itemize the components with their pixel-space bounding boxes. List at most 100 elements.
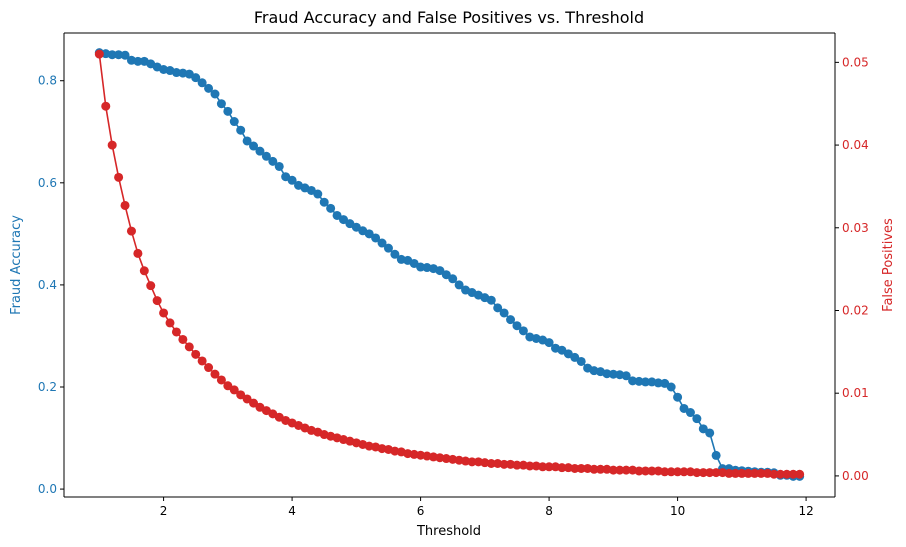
- series-left-point-94: [698, 424, 708, 434]
- x-tick-label-5: 12: [798, 504, 813, 518]
- series-left-point-46: [390, 249, 400, 259]
- series-right-point-88: [660, 467, 670, 477]
- series-right-point-4: [120, 200, 130, 210]
- y-right-tick-label-0: 0.00: [842, 469, 869, 483]
- series-left-point-91: [679, 403, 689, 413]
- series-right-point-81: [615, 465, 625, 475]
- series-right-point-82: [621, 465, 631, 475]
- series-left-point-50: [416, 262, 426, 272]
- series-right-point-80: [608, 465, 618, 475]
- series-right-point-18: [210, 369, 220, 379]
- series-left-point-83: [628, 376, 638, 386]
- series-left-point-12: [171, 68, 181, 78]
- series-right-point-94: [698, 468, 708, 478]
- series-right-point-16: [197, 356, 207, 366]
- series-left-point-89: [666, 382, 676, 392]
- y-axis-label-left: Fraud Accuracy: [9, 215, 24, 315]
- series-right-point-65: [512, 460, 522, 470]
- y-left-tick-label-2: 0.4: [38, 278, 57, 292]
- x-tick-label-0: 2: [160, 504, 168, 518]
- series-left-point-20: [223, 106, 233, 116]
- series-right-point-84: [634, 466, 644, 476]
- series-left-point-2: [107, 50, 117, 60]
- series-left-point-74: [570, 352, 580, 362]
- series-left-point-65: [512, 321, 522, 331]
- series-right-point-12: [171, 327, 181, 337]
- series-left-point-64: [506, 315, 516, 325]
- series-right-point-7: [139, 266, 149, 276]
- series-right-point-78: [595, 464, 605, 474]
- series-left-point-63: [499, 308, 509, 318]
- series-left-point-85: [640, 377, 650, 387]
- series-right-point-67: [525, 461, 535, 471]
- series-left-point-6: [133, 56, 143, 66]
- series-right-point-0: [94, 49, 104, 59]
- series-left-point-84: [634, 376, 644, 386]
- series-left-point-42: [364, 229, 374, 239]
- series-right-point-5: [126, 226, 136, 236]
- series-left-point-21: [229, 117, 239, 127]
- series-left-point-80: [608, 369, 618, 379]
- series-left-point-4: [120, 50, 130, 60]
- series-left-point-54: [441, 270, 451, 280]
- series-left-point-24: [249, 141, 259, 151]
- series-left-point-53: [435, 266, 445, 276]
- series-left-point-16: [197, 78, 207, 88]
- series-left-point-90: [673, 392, 683, 402]
- series-left-point-56: [454, 280, 464, 290]
- series-right-point-99: [730, 468, 740, 478]
- series-left-point-96: [711, 450, 721, 460]
- y-right-tick-label-4: 0.04: [842, 138, 869, 152]
- y-left-tick-label-3: 0.6: [38, 176, 57, 190]
- series-left-point-45: [383, 243, 393, 253]
- series-left-point-23: [242, 136, 252, 146]
- series-left-point-22: [236, 125, 246, 135]
- y-left-tick-label-1: 0.2: [38, 380, 57, 394]
- series-left-point-15: [191, 73, 201, 83]
- y-left-tick-label-0: 0.0: [38, 482, 57, 496]
- series-right-point-106: [775, 469, 785, 479]
- series-right-point-10: [159, 308, 169, 318]
- series-right-point-89: [666, 467, 676, 477]
- series-right-point-20: [223, 381, 233, 391]
- series-left-point-36: [326, 203, 336, 213]
- series-right-point-24: [249, 398, 259, 408]
- series-left-point-87: [653, 378, 663, 388]
- series-left-point-93: [692, 414, 702, 424]
- series-left-point-30: [287, 175, 297, 185]
- series-left-point-27: [268, 156, 278, 166]
- y-right-tick-label-1: 0.01: [842, 386, 869, 400]
- series-right-point-22: [236, 390, 246, 400]
- x-tick-label-2: 6: [417, 504, 425, 518]
- series-left-point-28: [274, 161, 284, 171]
- series-right-point-100: [737, 468, 747, 478]
- series-right-point-13: [178, 334, 188, 344]
- series-right-point-6: [133, 248, 143, 258]
- series-right-point-14: [184, 342, 194, 352]
- series-left-point-37: [332, 210, 342, 220]
- series-right-point-8: [146, 281, 156, 291]
- series-right-point-63: [499, 459, 509, 469]
- series-left-point-19: [216, 99, 226, 109]
- series-left-point-92: [685, 408, 695, 418]
- series-right-point-77: [589, 464, 599, 474]
- series-right-point-23: [242, 394, 252, 404]
- series-left-point-82: [621, 371, 631, 381]
- series-right-point-1: [101, 101, 111, 111]
- series-left-point-18: [210, 89, 220, 99]
- series-left-point-95: [705, 428, 715, 438]
- y-right-tick-label-2: 0.02: [842, 303, 869, 317]
- series-right-point-72: [557, 463, 567, 473]
- y-left-tick-label-4: 0.8: [38, 74, 57, 88]
- chart-title: Fraud Accuracy and False Positives vs. T…: [254, 8, 644, 27]
- series-left-point-75: [576, 356, 586, 366]
- series-right-point-69: [538, 462, 548, 472]
- x-axis-label: Threshold: [416, 524, 481, 539]
- series-left-point-26: [261, 151, 271, 161]
- series-right-point-95: [705, 468, 715, 478]
- series-left-point-35: [319, 197, 329, 207]
- series-right-point-58: [467, 457, 477, 467]
- series-right-point-75: [576, 463, 586, 473]
- series-right-point-98: [724, 468, 734, 478]
- series-left-point-38: [338, 215, 348, 225]
